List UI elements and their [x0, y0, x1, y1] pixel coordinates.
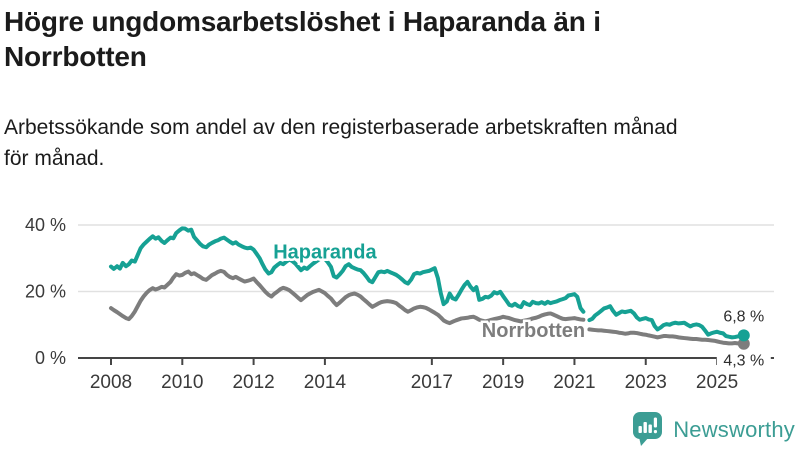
x-tick-label-2025: 2025: [696, 372, 738, 393]
series-line-norrbotten-seg1: [109, 268, 586, 326]
x-tick-label-2017: 2017: [411, 372, 453, 393]
end-dot-haparanda: [737, 329, 750, 342]
end-label-bg-haparanda: [716, 307, 771, 326]
newsworthy-wordmark: Newsworthy: [673, 416, 795, 442]
end-dot-norrbotten: [737, 337, 750, 350]
x-tick-label-2019: 2019: [482, 372, 524, 393]
x-tick-label-2012: 2012: [232, 372, 274, 393]
newsworthy-logo: Newsworthy: [633, 412, 795, 447]
x-tick-label-2021: 2021: [553, 372, 595, 393]
series-label-norrbotten: Norrbotten: [482, 320, 585, 342]
page-title: Högre ungdomsarbetslöshet i Haparanda än…: [4, 4, 784, 74]
chart-subtitle: Arbetssökande som andel av den registerb…: [4, 112, 794, 174]
y-tick-label-40: 40 %: [25, 215, 66, 235]
chart-subtitle-line-1: Arbetssökande som andel av den registerb…: [4, 116, 678, 139]
y-tick-label-0: 0 %: [35, 348, 66, 368]
page-title-line-2: Norrbotten: [4, 41, 147, 72]
x-tick-label-2010: 2010: [161, 372, 203, 393]
series-label-haparanda: Haparanda: [273, 241, 377, 263]
series-line-haparanda-seg2: [587, 304, 746, 340]
series-line-haparanda-seg1: [109, 226, 586, 314]
end-value-label-norrbotten: 4,3 %: [723, 353, 764, 370]
x-tick-label-2014: 2014: [304, 372, 347, 393]
x-tick-label-2023: 2023: [625, 372, 667, 393]
series-line-norrbotten-seg2: [587, 327, 746, 346]
y-tick-label-20: 20 %: [25, 282, 66, 302]
bar-chart-speech-bubble-icon: [633, 412, 663, 446]
page-title-line-1: Högre ungdomsarbetslöshet i Haparanda än…: [4, 6, 601, 37]
x-tick-label-2008: 2008: [90, 372, 132, 393]
end-label-bg-norrbotten: [716, 351, 771, 370]
chart-subtitle-line-2: för månad.: [4, 147, 105, 170]
end-value-label-haparanda: 6,8 %: [723, 308, 764, 325]
